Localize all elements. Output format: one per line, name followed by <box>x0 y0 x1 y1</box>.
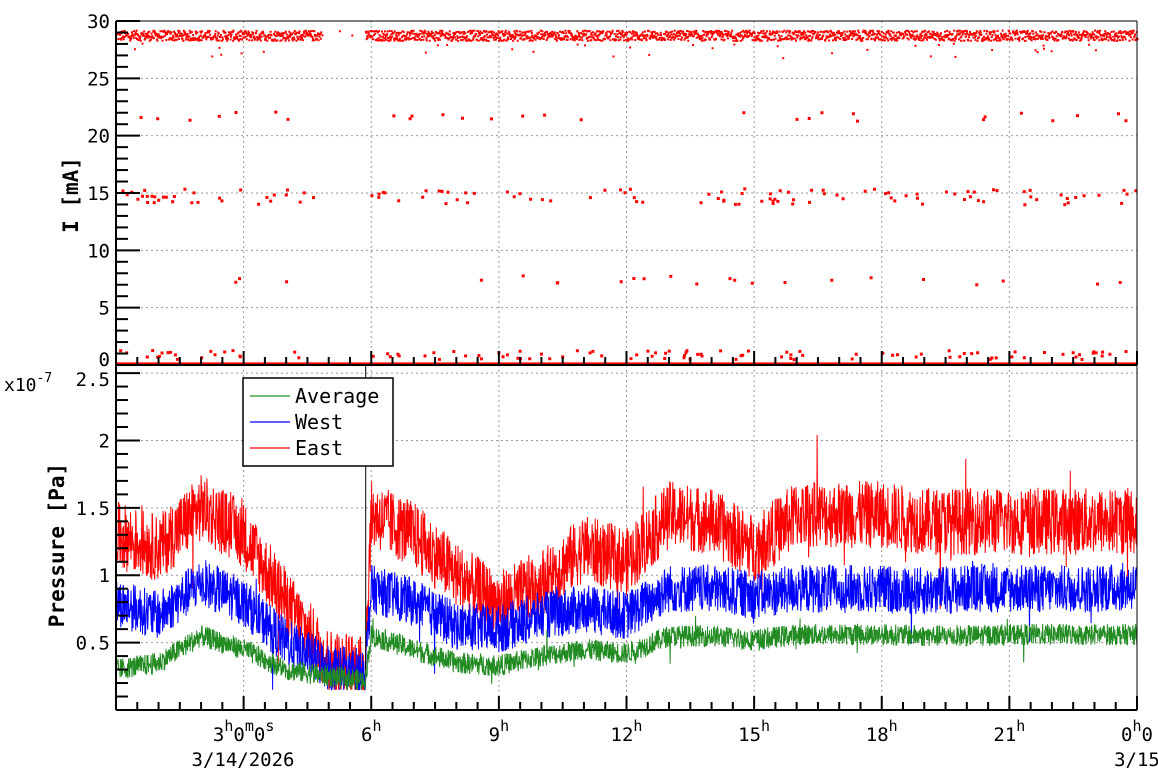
x-tick-label: 6h <box>361 717 381 746</box>
axes: 0 5 10 15 20 25 30 0.5 1 1.5 2 2.5 3h0m0s 6h 9h 12h 15h 1… <box>76 11 1153 746</box>
pressure-y-multiplier: x10-7 <box>4 371 52 396</box>
x-tick-label: 12h <box>611 717 643 746</box>
pressure-y-axis-title: Pressure [Pa] <box>45 463 69 627</box>
pressure-y-tick-label: 1.5 <box>76 498 110 520</box>
current-y-tick-label: 0 <box>99 349 110 371</box>
current-scatter-points <box>119 349 1128 362</box>
current-y-tick-label: 10 <box>87 240 110 262</box>
pressure-y-tick-label: 2 <box>99 430 110 452</box>
current-y-tick-label: 5 <box>99 298 110 320</box>
x-tick-label: 0h0 <box>1121 717 1153 746</box>
current-y-axis-title: I [mA] <box>59 157 83 233</box>
x-tick-label: 3h0m0s <box>213 717 274 746</box>
current-scatter-points <box>139 110 1128 123</box>
x-tick-label: 15h <box>738 717 770 746</box>
x-tick-label: 21h <box>993 717 1025 746</box>
current-scatter-points <box>121 187 1138 207</box>
current-y-tick-label: 30 <box>87 11 110 33</box>
x-tick-label: 18h <box>866 717 898 746</box>
current-y-tick-label: 25 <box>87 68 110 90</box>
legend-label-average: Average <box>295 384 379 408</box>
legend-label-east: East <box>295 436 343 460</box>
current-series <box>116 29 1139 366</box>
pressure-line-east <box>115 434 1138 692</box>
current-y-tick-label: 20 <box>87 126 110 148</box>
pressure-line-west <box>115 560 1138 691</box>
pressure-y-tick-label: 0.5 <box>76 633 110 655</box>
current-scatter-points <box>234 274 1122 287</box>
x-tick-label: 9h <box>489 717 509 746</box>
pressure-y-tick-label: 2.5 <box>76 369 110 391</box>
current-main-points <box>116 29 1139 60</box>
pressure-line-average <box>115 615 1138 690</box>
date-start-label: 3/14/2026 <box>192 749 295 771</box>
current-y-tick-label: 15 <box>87 183 110 205</box>
date-end-label: 3/15 <box>1114 749 1158 771</box>
legend-label-west: West <box>295 410 343 434</box>
pressure-y-tick-label: 1 <box>99 565 110 587</box>
